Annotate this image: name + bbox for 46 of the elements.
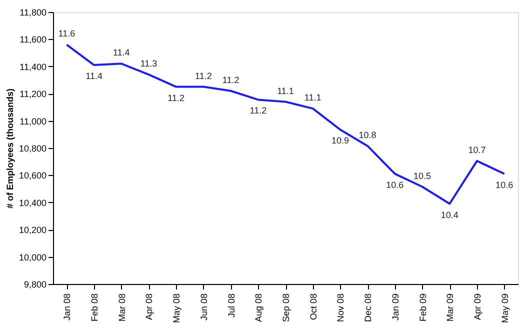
annotation: 11.4 [112, 48, 130, 58]
annotation: 11.6 [58, 28, 76, 39]
x-tick-label: Oct 08 [308, 294, 318, 320]
y-tick-label: 11,000 [20, 116, 46, 126]
x-tick-label: Jan 08 [62, 294, 72, 321]
x-tick-label: Apr 08 [144, 294, 154, 320]
annotation: 11.1 [304, 92, 322, 103]
y-tick-label: 10,800 [18, 144, 46, 154]
annotation: 10.7 [468, 144, 486, 155]
annotation: 10.5 [414, 170, 432, 181]
y-tick-label: 11,800 [20, 8, 46, 18]
y-tick-label: 11,600 [20, 34, 46, 45]
x-tick-label: May 08 [172, 294, 182, 324]
x-tick-label: Feb 09 [418, 294, 428, 322]
annotation: 11.2 [195, 70, 212, 81]
y-tick-label: 10,600 [18, 170, 46, 181]
annotation: 10.9 [331, 136, 349, 146]
y-tick-label: 11,200 [20, 89, 46, 100]
annotation: 10.4 [440, 210, 458, 220]
y-axis-title: # of Employees (thousands) [4, 88, 15, 209]
y-tick-label: 10,200 [18, 225, 46, 236]
x-tick-label: Mar 09 [445, 294, 456, 322]
annotation: 11.3 [140, 58, 158, 69]
annotation: 10.6 [496, 180, 514, 190]
x-tick-label: Mar 08 [116, 294, 127, 322]
y-tick-label: 10,400 [18, 198, 46, 208]
x-tick-label: Sep 08 [281, 294, 291, 322]
x-tick-label: May 09 [500, 294, 510, 324]
y-tick-label: 9,800 [24, 280, 46, 290]
annotation: 11.2 [222, 74, 240, 85]
x-tick-label: Jun 08 [198, 294, 209, 321]
annotation: 11.4 [86, 71, 102, 82]
x-tick-label: Jul 08 [226, 294, 236, 318]
annotation: 10.8 [358, 130, 376, 140]
annotation: 11.1 [277, 86, 294, 96]
x-tick-label: Jan 09 [390, 294, 400, 321]
x-tick-label: Nov 08 [336, 294, 346, 322]
annotation: 11.2 [168, 92, 185, 103]
y-tick-label: 11,400 [20, 62, 46, 72]
x-tick-label: Feb 08 [90, 294, 100, 322]
y-tick-label: 10,000 [18, 252, 46, 262]
annotation: 11.2 [250, 106, 267, 116]
x-tick-label: Apr 09 [472, 294, 482, 320]
x-tick-label: Aug 08 [254, 294, 264, 322]
x-tick-label: Dec 08 [363, 294, 374, 322]
annotation: 10.6 [386, 180, 404, 190]
